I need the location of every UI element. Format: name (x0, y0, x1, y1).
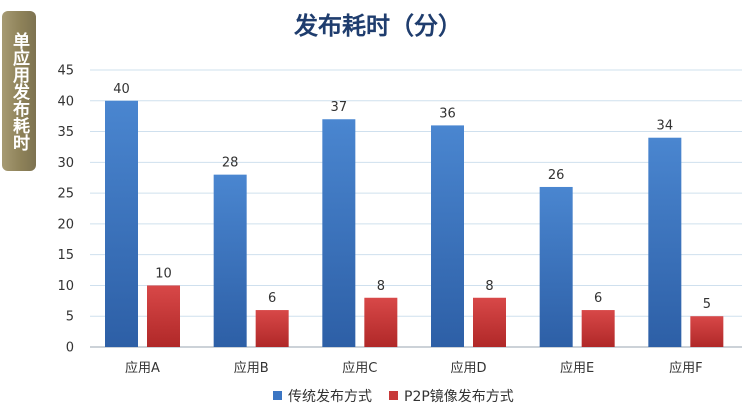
legend-swatch (389, 391, 398, 400)
chart-title: 发布耗时（分） (294, 12, 462, 40)
x-tick-label: 应用A (125, 360, 160, 376)
x-tick-label: 应用F (669, 360, 702, 376)
y-tick-label: 15 (57, 248, 74, 263)
bar-traditional (431, 125, 464, 348)
bar-traditional (322, 119, 356, 347)
bar-traditional (105, 100, 138, 348)
bar-p2p (473, 297, 506, 347)
data-label: 6 (594, 291, 602, 306)
y-tick-label: 25 (57, 187, 74, 202)
bar-p2p (581, 310, 615, 347)
bar-p2p (364, 297, 398, 347)
legend-label: 传统发布方式 (288, 389, 372, 405)
y-tick-label: 40 (57, 94, 74, 109)
side-label: 单应用发布耗时 (2, 11, 36, 171)
y-tick-label: 45 (57, 64, 74, 79)
data-label: 28 (222, 156, 239, 171)
legend-label: P2P镜像发布方式 (404, 389, 514, 405)
axes: 0 5 10 15 20 25 30 35 40 45 应用A 应用B 应用C 应用D 应用E 应用F (57, 64, 742, 376)
data-label: 6 (268, 291, 276, 306)
legend-swatch (273, 391, 282, 400)
x-tick-label: 应用D (450, 360, 486, 376)
legend: 传统发布方式 P2P镜像发布方式 (273, 389, 514, 405)
y-tick-label: 20 (57, 217, 74, 232)
x-tick-label: 应用E (560, 360, 594, 376)
data-label: 40 (113, 82, 130, 97)
data-label: 8 (485, 279, 493, 294)
x-tick-label: 应用C (342, 360, 377, 376)
y-tick-label: 35 (57, 125, 74, 140)
data-label: 37 (331, 100, 348, 115)
data-label: 5 (703, 297, 711, 312)
data-label: 34 (657, 119, 674, 134)
data-label: 36 (439, 106, 456, 121)
data-labels: 40 10 28 6 37 8 36 8 26 6 34 5 (113, 82, 711, 312)
y-tick-label: 5 (66, 310, 74, 325)
data-label: 26 (548, 168, 565, 183)
bar-p2p (690, 316, 724, 347)
data-label: 8 (377, 279, 385, 294)
y-tick-label: 0 (66, 341, 74, 356)
gridlines (90, 69, 742, 317)
x-tick-label: 应用B (234, 360, 269, 376)
bar-traditional (539, 186, 573, 347)
y-tick-label: 10 (57, 279, 74, 294)
bars (105, 100, 724, 348)
bar-p2p (255, 310, 289, 347)
y-tick-label: 30 (57, 156, 74, 171)
bar-p2p (147, 285, 180, 347)
bar-traditional (648, 137, 682, 347)
bar-traditional (213, 174, 247, 347)
data-label: 10 (155, 266, 172, 281)
